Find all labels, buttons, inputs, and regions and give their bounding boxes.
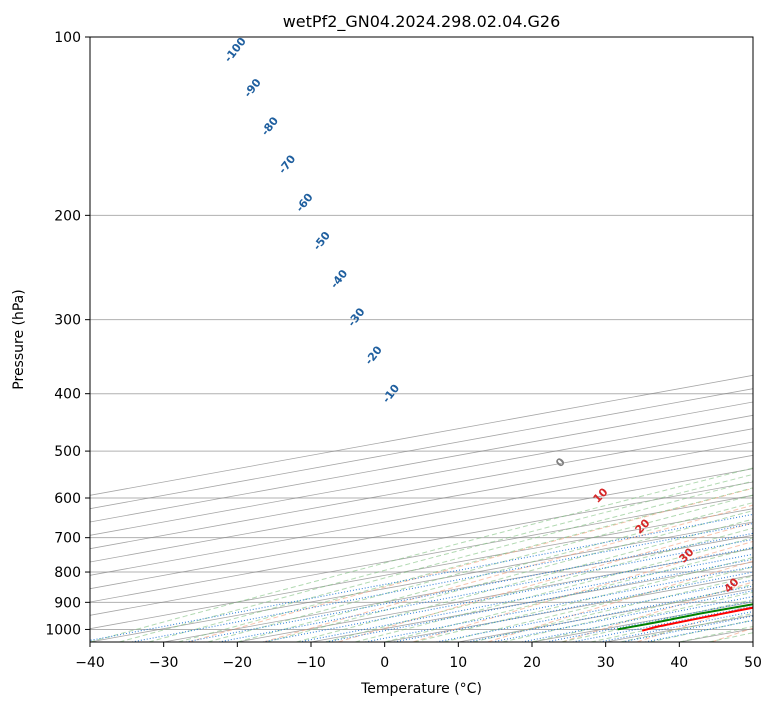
isotherm-line [90, 468, 753, 590]
mixing-ratio-line [218, 538, 753, 642]
y-axis: 100 200 300 400 500 600 700 800 900 1000 [45, 30, 90, 638]
dry-adiabat-label: -70 [276, 152, 299, 176]
mixing-ratio-line [645, 619, 753, 642]
dry-adiabat-label: -90 [241, 76, 264, 100]
x-tick-label: −30 [149, 655, 179, 671]
dry-adiabat-line [562, 581, 753, 642]
isotherm-line [90, 508, 753, 630]
mixing-ratio-line [299, 553, 753, 642]
moist-adiabat-line [90, 467, 753, 642]
y-tick-label: 1000 [45, 622, 81, 638]
moist-adiabat-line [590, 606, 753, 642]
isotherm-line [90, 414, 753, 536]
temperature-line [641, 606, 753, 632]
line-labels: -100-90-80-70-60-50-40-30-20-100.10.20.4… [222, 35, 742, 596]
isotherm-line [458, 588, 753, 642]
dry-adiabat-label: -10 [380, 382, 403, 406]
y-tick-label: 700 [54, 531, 81, 547]
moist-adiabat-line [443, 566, 753, 642]
mixing-ratio-line [131, 522, 753, 642]
moist-adiabat-line [413, 556, 753, 642]
isotherm-line [752, 641, 753, 642]
dry-adiabat-label: -50 [311, 229, 334, 253]
y-axis-label: Pressure (hPa) [11, 289, 27, 389]
y-tick-label: 800 [54, 565, 81, 581]
mixing-ratio-line [622, 615, 753, 642]
moist-adiabat-line [119, 473, 753, 642]
x-tick-label: 40 [670, 655, 688, 671]
mixing-ratio-line [599, 611, 753, 642]
moist-adiabat-line [384, 547, 753, 642]
moist-adiabat-line [178, 487, 753, 642]
moist-adiabat-label: 10 [591, 485, 611, 505]
y-tick-label: 400 [54, 387, 81, 403]
dry-adiabat-label: -100 [222, 35, 249, 65]
isotherm-line [90, 494, 753, 616]
y-tick-label: 900 [54, 595, 81, 611]
x-axis: −40 −30 −20 −10 0 10 20 30 40 50 [75, 642, 762, 671]
isotherm-line [163, 534, 753, 642]
mixing-ratio-line [90, 513, 753, 641]
mixing-ratio-line [365, 566, 753, 642]
isotherm-line [90, 401, 753, 523]
x-tick-label: −10 [296, 655, 326, 671]
isotherm-line [90, 441, 753, 563]
isotherm-line [90, 454, 753, 576]
x-tick-label: 0 [380, 655, 389, 671]
y-tick-label: 200 [54, 208, 81, 224]
dry-adiabat-label: -30 [345, 305, 368, 329]
dry-adiabat-label: -80 [259, 114, 282, 138]
moist-adiabat-line [472, 575, 753, 642]
dry-adiabat-label: -60 [293, 191, 316, 215]
x-tick-label: 50 [744, 655, 762, 671]
dry-adiabat-line [711, 627, 753, 642]
dry-adiabat-label: -20 [362, 343, 385, 367]
x-axis-label: Temperature (°C) [360, 681, 482, 697]
x-tick-label: −20 [223, 655, 253, 671]
x-tick-label: 20 [523, 655, 541, 671]
moist-adiabat-line [531, 591, 753, 642]
moist-adiabat-line [325, 527, 753, 642]
mixing-ratio-line [572, 605, 753, 642]
x-tick-label: −40 [75, 655, 105, 671]
dry-adiabat-line [412, 540, 753, 642]
dry-adiabat-line [338, 522, 753, 642]
isotherm-line [90, 521, 753, 642]
x-tick-label: 10 [449, 655, 467, 671]
x-tick-label: 30 [597, 655, 615, 671]
y-tick-label: 600 [54, 491, 81, 507]
moist-adiabat-line [649, 619, 753, 642]
y-tick-label: 500 [54, 444, 81, 460]
background-lines [90, 37, 753, 642]
dry-adiabat-line [188, 487, 753, 642]
isotherm-line [90, 374, 753, 496]
plot-frame [89, 36, 754, 643]
moist-adiabat-line [207, 494, 753, 642]
isotherm-line [90, 428, 753, 550]
y-tick-label: 100 [54, 30, 81, 46]
chart-title: wetPf2_GN04.2024.298.02.04.G26 [283, 12, 561, 32]
moist-adiabat-line [708, 632, 753, 642]
isotherm-line [90, 388, 753, 510]
mixing-ratio-line [325, 558, 753, 642]
dry-adiabat-label: -40 [328, 267, 351, 291]
y-tick-label: 300 [54, 313, 81, 329]
moist-adiabat-line [148, 480, 753, 642]
moist-adiabat-line [679, 625, 753, 642]
moist-adiabat-line [296, 518, 753, 642]
isotherm-line [90, 481, 753, 603]
